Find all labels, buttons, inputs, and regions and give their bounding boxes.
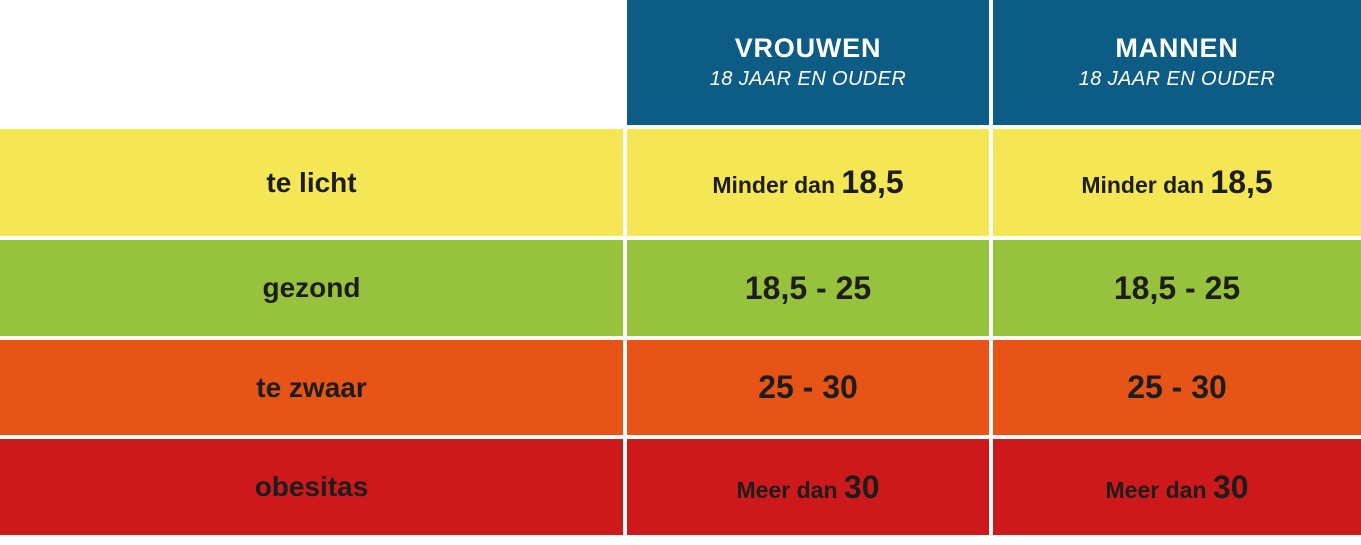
- row-label-cell-te-licht: te licht: [0, 129, 623, 236]
- value-prefix: Minder dan: [712, 172, 842, 198]
- value-text: Minder dan 18,5: [712, 164, 903, 201]
- row-label: gezond: [262, 272, 361, 303]
- value-number: 18,5: [841, 164, 904, 200]
- row-label: te licht: [266, 166, 357, 198]
- column-subtitle-vrouwen: 18 JAAR EN OUDER: [709, 68, 907, 91]
- header-cell-mannen: MANNEN 18 JAAR EN OUDER: [993, 0, 1361, 125]
- value-text: Meer dan 30: [1106, 469, 1249, 506]
- value-prefix: Meer dan: [1105, 476, 1213, 503]
- value-cell-te-zwaar-vrouwen: 25 - 30: [627, 340, 989, 435]
- value-cell-te-zwaar-mannen: 25 - 30: [993, 340, 1361, 435]
- header-spacer-cell: [0, 0, 623, 125]
- value-cell-obesitas-mannen: Meer dan 30: [993, 439, 1361, 535]
- value-prefix: Meer dan: [736, 476, 844, 503]
- row-label-cell-obesitas: obesitas: [0, 439, 623, 535]
- value-text: 18,5 - 25: [745, 270, 871, 307]
- value-prefix: Minder dan: [1081, 172, 1211, 198]
- value-number: 30: [843, 468, 880, 505]
- value-number: 18,5: [1210, 164, 1273, 200]
- value-number: 25 - 30: [758, 369, 858, 405]
- row-label-cell-gezond: gezond: [0, 240, 623, 336]
- value-number: 30: [1212, 468, 1249, 505]
- column-title-vrouwen: VROUWEN: [734, 32, 882, 63]
- value-text: 25 - 30: [1127, 369, 1227, 406]
- value-text: Minder dan 18,5: [1081, 164, 1272, 201]
- value-cell-te-licht-mannen: Minder dan 18,5: [993, 129, 1361, 236]
- value-number: 18,5 - 25: [744, 269, 872, 306]
- value-text: Meer dan 30: [737, 469, 880, 506]
- value-text: 25 - 30: [758, 369, 858, 406]
- row-label-cell-te-zwaar: te zwaar: [0, 340, 623, 435]
- value-number: 18,5 - 25: [1113, 269, 1241, 306]
- value-cell-te-licht-vrouwen: Minder dan 18,5: [627, 129, 989, 236]
- header-cell-vrouwen: VROUWEN 18 JAAR EN OUDER: [627, 0, 989, 125]
- value-text: 18,5 - 25: [1114, 270, 1240, 307]
- column-subtitle-mannen: 18 JAAR EN OUDER: [1078, 68, 1276, 91]
- value-cell-obesitas-vrouwen: Meer dan 30: [627, 439, 989, 535]
- value-cell-gezond-mannen: 18,5 - 25: [993, 240, 1361, 336]
- column-title-mannen: MANNEN: [1115, 32, 1239, 63]
- row-label: obesitas: [254, 471, 369, 502]
- value-cell-gezond-vrouwen: 18,5 - 25: [627, 240, 989, 336]
- value-number: 25 - 30: [1127, 369, 1227, 405]
- row-label: te zwaar: [256, 371, 367, 403]
